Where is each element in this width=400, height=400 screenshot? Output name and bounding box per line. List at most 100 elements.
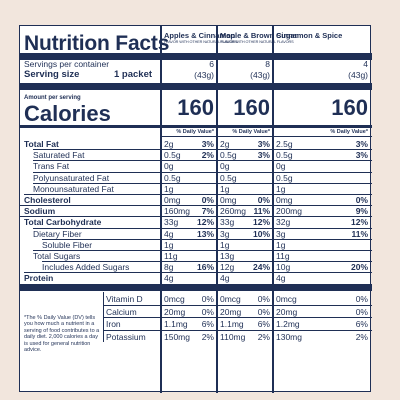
nutrient-label: Trans Fat [33, 161, 70, 172]
vitamin-daily-value: 0% [201, 306, 214, 317]
nutrient-daily-value: 16% [196, 262, 214, 273]
column-divider [272, 26, 274, 393]
nutrient-daily-value: 3% [201, 139, 214, 149]
nutrient-amount: 0mg [220, 195, 237, 205]
nutrient-label: Cholesterol [24, 195, 71, 205]
row-rule [24, 272, 372, 274]
rule-mid-calories [20, 125, 372, 128]
vitamin-row-rule [104, 329, 372, 331]
nutrient-daily-value: 13% [196, 228, 214, 239]
nutrient-label: Monounsaturated Fat [33, 183, 114, 194]
nutrient-amount: 13g [220, 251, 235, 261]
vitamin-daily-value: 2% [257, 331, 270, 342]
serving-size-grams: (43g) [194, 70, 214, 80]
nutrition-facts-panel: Nutrition Facts Servings per container S… [19, 25, 372, 393]
column-name: Maple & Brown Sugar [220, 31, 298, 40]
nutrient-amount: 1g [276, 183, 286, 194]
vitamin-amount: 0mcg [164, 294, 185, 304]
calories-value: 160 [331, 95, 368, 120]
column-divider [216, 26, 218, 393]
row-rule [33, 149, 372, 151]
nutrient-amount: 0.5g [276, 172, 293, 183]
column-name: Apples & Cinnamon [164, 31, 236, 40]
rule-thick-serving [20, 83, 372, 90]
nutrient-daily-value: 3% [257, 150, 270, 161]
nutrient-amount: 2g [164, 139, 174, 149]
nutrient-amount: 2g [220, 139, 230, 149]
vitamin-row-rule [104, 304, 372, 306]
nutrient-daily-value: 0% [201, 195, 214, 205]
nutrient-amount: 4g [220, 273, 230, 284]
nutrient-daily-value: 10% [252, 228, 270, 239]
vitamin-label: Potassium [106, 331, 146, 342]
vitamin-label: Iron [106, 319, 121, 329]
nutrient-label: Protein [24, 273, 54, 284]
nutrient-amount: 0g [276, 161, 286, 172]
row-rule [33, 160, 372, 162]
nutrient-amount: 33g [164, 217, 179, 228]
panel-title: Nutrition Facts [24, 32, 170, 55]
nutrient-amount: 32g [276, 217, 291, 228]
nutrient-daily-value: 12% [252, 217, 270, 228]
nutrient-amount: 11g [276, 251, 290, 261]
nutrient-amount: 4g [276, 273, 286, 284]
column-flavor-note: FLAVOR WITH OTHER NATURAL FLAVORS [164, 40, 238, 44]
vitamin-amount: 0mcg [276, 294, 297, 304]
nutrient-daily-value: 0% [355, 195, 368, 205]
rule-dv-header [162, 136, 372, 137]
rule-thick-top [20, 53, 160, 60]
row-rule [20, 205, 372, 207]
vitamin-amount: 1.1mg [164, 319, 188, 329]
vitamin-amount: 150mg [164, 331, 190, 342]
dv-footnote: *The % Daily Value (DV) tells you how mu… [24, 315, 100, 354]
nutrient-amount: 0mg [164, 195, 181, 205]
vitamin-amount: 20mg [220, 306, 242, 317]
nutrient-amount: 11g [164, 251, 178, 261]
nutrient-amount: 4g [164, 228, 174, 239]
nutrient-amount: 0g [164, 161, 174, 172]
row-rule [33, 182, 372, 184]
nutrient-label: Total Fat [24, 139, 59, 149]
vitamin-label: Vitamin D [106, 294, 143, 304]
nutrient-amount: 0mg [276, 195, 293, 205]
nutrient-label: Soluble Fiber [42, 239, 93, 250]
calories-label: Calories [24, 101, 111, 126]
servings-label: Servings per container [24, 59, 110, 69]
nutrient-daily-value: 12% [196, 217, 214, 228]
nutrient-amount: 0.5g [220, 150, 237, 161]
nutrient-amount: 0.5g [220, 172, 237, 183]
nutrient-amount: 33g [220, 217, 235, 228]
nutrient-amount: 260mg [220, 206, 246, 217]
daily-value-header: % Daily Value* [330, 129, 368, 135]
nutrient-amount: 0.5g [164, 172, 181, 183]
vitamin-daily-value: 6% [201, 319, 214, 329]
rule-thick-vitamins [20, 283, 372, 291]
nutrient-amount: 160mg [164, 206, 190, 217]
nutrient-daily-value: 3% [257, 139, 270, 149]
column-name: Cinnamon & Spice [276, 31, 343, 40]
vitamin-daily-value: 0% [257, 294, 270, 304]
vitamin-amount: 1.1mg [220, 319, 244, 329]
serving-size-value: 1 packet [114, 69, 153, 80]
nutrient-daily-value: 0% [257, 195, 270, 205]
serving-size-grams: (43g) [250, 70, 270, 80]
column-flavor-note: FLAVOR WITH OTHER NATURAL FLAVORS [220, 40, 294, 44]
rule-thick-top [274, 53, 372, 60]
nutrient-amount: 0g [220, 161, 230, 172]
nutrient-label: Total Sugars [33, 251, 81, 261]
nutrient-amount: 1g [164, 239, 174, 250]
row-rule [33, 250, 372, 251]
nutrient-daily-value: 3% [355, 150, 368, 161]
row-rule [24, 194, 372, 195]
nutrient-daily-value: 11% [351, 228, 368, 239]
serving-size-label: Serving size [24, 69, 80, 80]
nutrient-daily-value: 12% [350, 217, 368, 228]
nutrient-daily-value: 3% [355, 139, 368, 149]
nutrient-daily-value: 9% [355, 206, 368, 217]
nutrient-label: Dietary Fiber [33, 228, 82, 239]
vitamin-divider [103, 292, 104, 342]
nutrient-amount: 0.5g [276, 150, 293, 161]
nutrient-daily-value: 2% [201, 150, 214, 161]
row-rule [42, 261, 372, 263]
amount-per-serving: Amount per serving [24, 95, 81, 101]
